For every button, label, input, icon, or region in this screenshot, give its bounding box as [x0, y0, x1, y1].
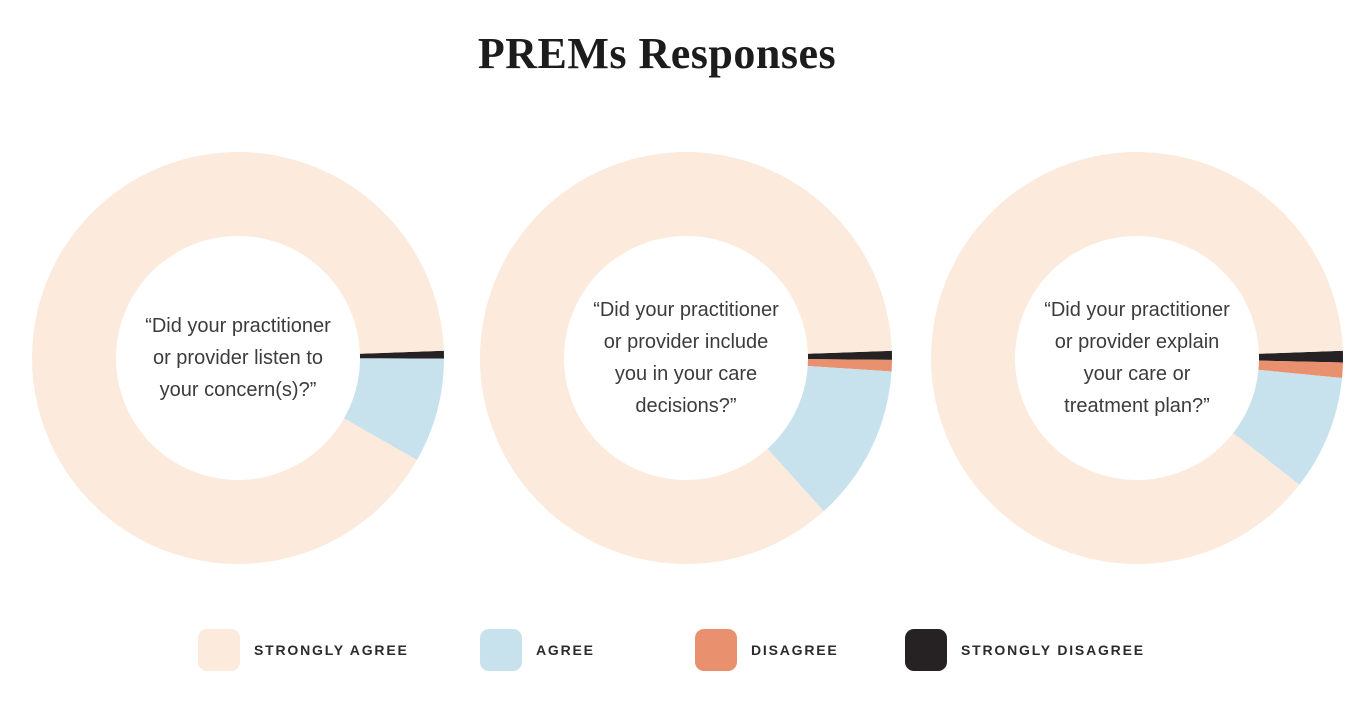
question-line: treatment plan?”	[1064, 395, 1210, 417]
donut-center-question: “Did your practitioner or provider listen…	[116, 310, 360, 406]
slice-strongly-disagree	[359, 350, 445, 359]
legend-swatch-strongly-agree	[198, 629, 240, 671]
legend-label-strongly-disagree: STRONGLY DISAGREE	[961, 642, 1145, 658]
donut-ring-listen-concerns	[31, 151, 445, 564]
donut-ring-care-decisions	[479, 151, 892, 564]
slice-strongly-agree	[479, 151, 892, 564]
legend-item-strongly-disagree: STRONGLY DISAGREE	[905, 628, 1145, 672]
donut-center-question: “Did your practitioner or provider explai…	[1015, 294, 1259, 422]
legend-swatch-disagree	[695, 629, 737, 671]
legend-swatch-strongly-disagree	[905, 629, 947, 671]
donut-chart-treatment-plan: “Did your practitioner or provider explai…	[927, 148, 1347, 568]
question-line: “Did your practitioner	[1044, 299, 1230, 321]
legend-label-agree: AGREE	[536, 642, 595, 658]
slice-agree	[343, 358, 444, 460]
donut-ring-treatment-plan	[930, 152, 1343, 565]
question-line: or provider explain	[1054, 331, 1220, 353]
slice-agree	[767, 366, 892, 512]
question-line: your concern(s)?”	[159, 379, 317, 401]
slice-strongly-disagree	[807, 350, 892, 360]
legend-swatch-agree	[480, 629, 522, 671]
chart-legend: STRONGLY AGREE AGREE DISAGREE STRONGLY D…	[0, 628, 1372, 672]
question-line: or provider include	[603, 331, 769, 353]
slice-strongly-agree	[930, 152, 1343, 565]
slice-strongly-agree	[31, 151, 444, 564]
legend-item-strongly-agree: STRONGLY AGREE	[198, 628, 409, 672]
slice-disagree	[807, 359, 892, 372]
question-line: your care or	[1083, 363, 1191, 385]
donut-chart-care-decisions: “Did your practitioner or provider includ…	[476, 148, 896, 568]
slice-agree	[1233, 369, 1343, 485]
question-line: “Did your practitioner	[145, 315, 331, 337]
legend-label-strongly-agree: STRONGLY AGREE	[254, 642, 409, 658]
donut-chart-listen-concerns: “Did your practitioner or provider listen…	[28, 148, 448, 568]
legend-label-disagree: DISAGREE	[751, 642, 839, 658]
question-line: you in your care	[614, 363, 758, 385]
question-line: or provider listen to	[152, 347, 324, 369]
donut-center-question: “Did your practitioner or provider includ…	[564, 294, 808, 422]
slice-disagree	[1258, 360, 1343, 378]
question-line: decisions?”	[635, 395, 737, 417]
page-title: PREMs Responses	[477, 29, 837, 78]
question-line: “Did your practitioner	[593, 299, 779, 321]
slice-strongly-disagree	[1258, 350, 1343, 363]
legend-item-disagree: DISAGREE	[695, 628, 839, 672]
legend-item-agree: AGREE	[480, 628, 595, 672]
